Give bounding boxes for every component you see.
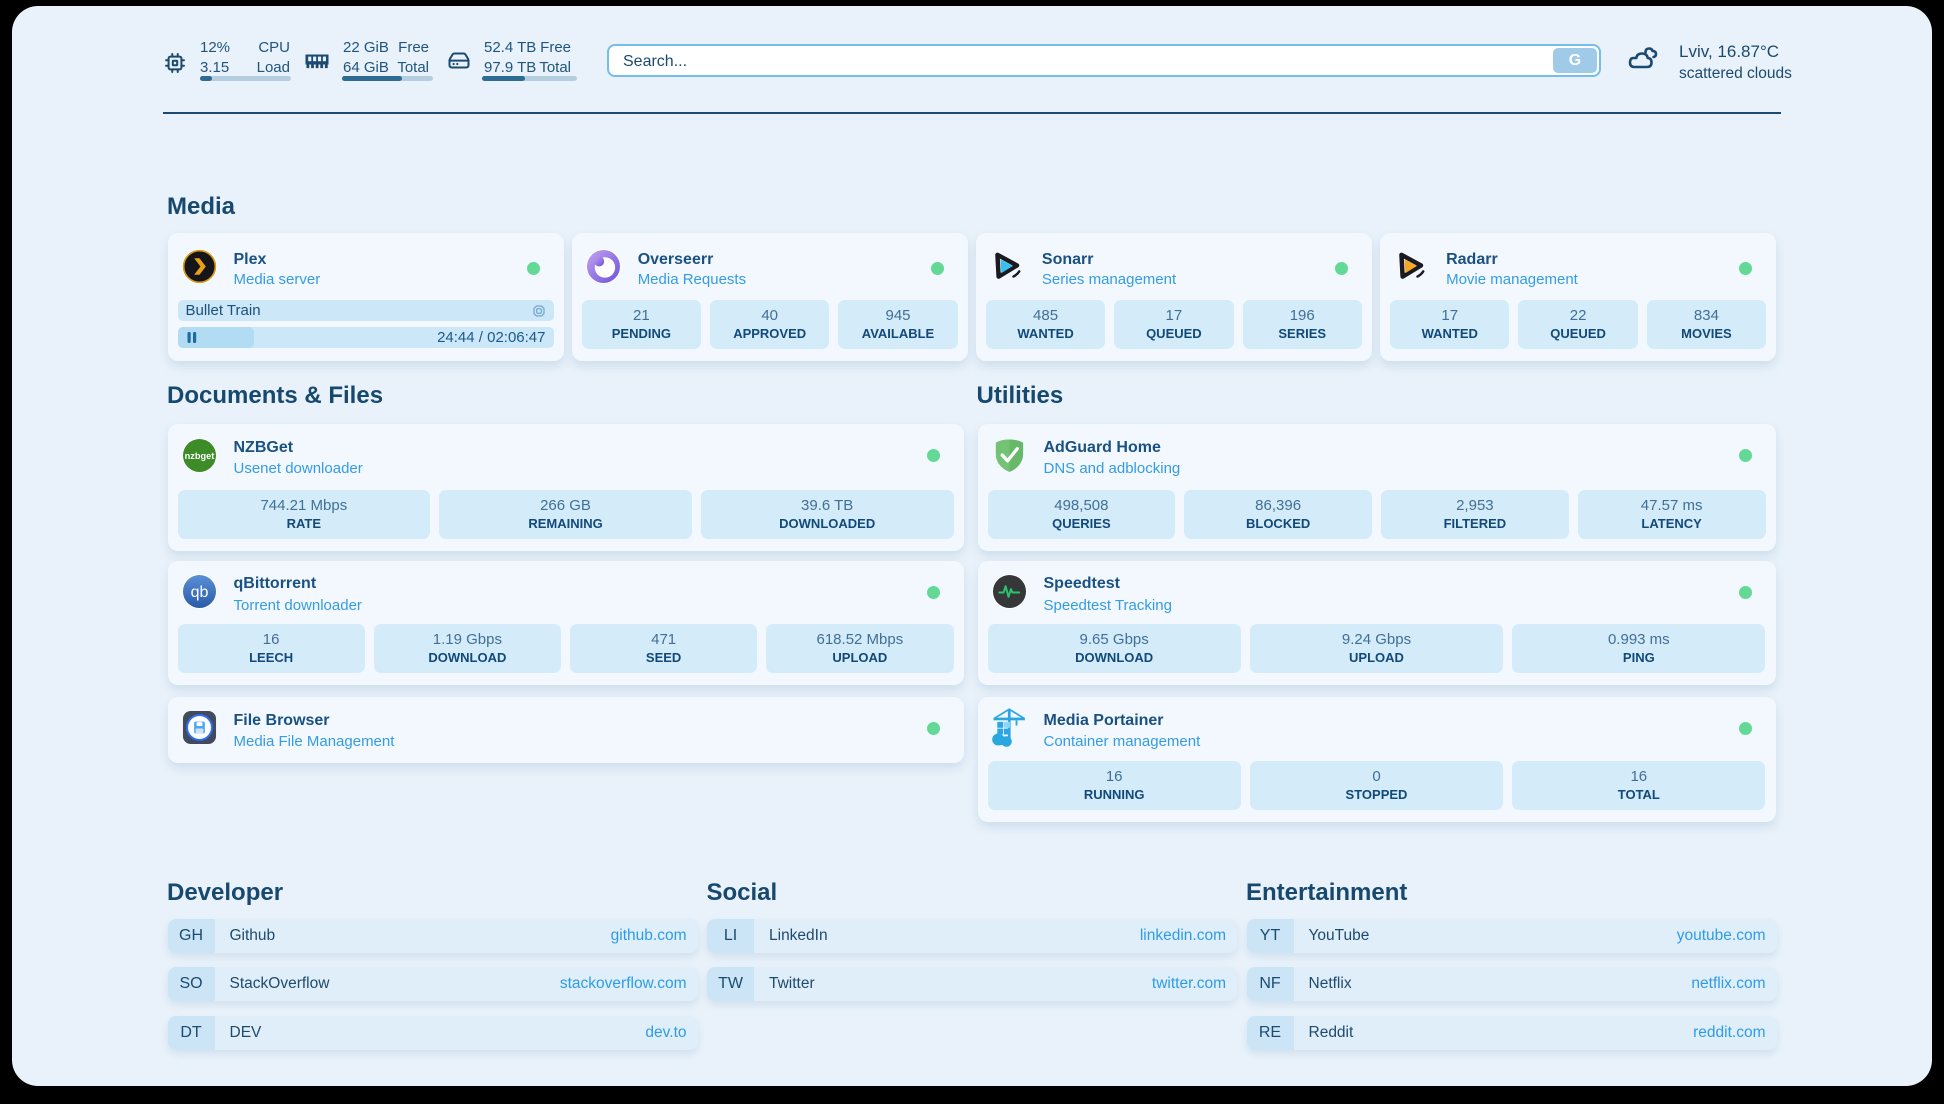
svg-text:nzbget: nzbget [184,450,214,460]
svg-text:qb: qb [190,583,208,601]
